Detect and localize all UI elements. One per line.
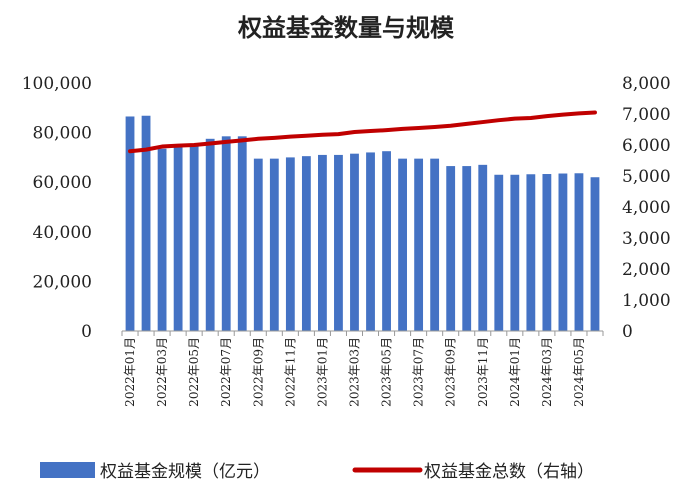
bar-series [125, 115, 600, 332]
right-y-tick-label: 7,000 [622, 105, 671, 125]
legend-bar-swatch [40, 462, 95, 478]
x-tick-label: 2022年07月 [219, 337, 233, 407]
right-y-tick-label: 8,000 [622, 74, 671, 94]
bar [318, 154, 327, 331]
right-y-tick-label: 6,000 [622, 136, 671, 156]
left-y-tick-label: 40,000 [33, 223, 92, 243]
x-tick-label: 2023年03月 [347, 337, 361, 407]
x-tick-label: 2023年01月 [315, 337, 329, 407]
bar [446, 166, 456, 331]
x-axis: 2022年01月 2022年03月 2022年05月 2022年07月 2022年09月… [121, 330, 604, 407]
right-y-tick-label: 0 [622, 322, 633, 342]
left-y-tick-label: 80,000 [33, 124, 92, 144]
left-y-axis: 0 20,000 40,000 60,000 80,000 100,000 [22, 74, 92, 342]
chart-title: 权益基金数量与规模 [237, 13, 455, 42]
bar [173, 146, 183, 331]
bar [382, 151, 391, 331]
line-series [128, 110, 597, 154]
series-line [128, 110, 597, 154]
x-tick-label: 2023年09月 [444, 337, 458, 407]
bar [478, 164, 488, 331]
x-tick-label: 2022年03月 [155, 337, 169, 407]
bar [221, 136, 231, 331]
x-tick-label: 2023年05月 [380, 337, 394, 407]
bar [526, 174, 536, 331]
bar [157, 148, 167, 331]
bar [237, 136, 247, 331]
right-y-tick-label: 4,000 [622, 198, 671, 218]
bar [125, 116, 135, 331]
x-tick-label: 2024年01月 [508, 337, 522, 407]
legend-line-label: 权益基金总数（右轴） [424, 462, 594, 482]
bar [366, 152, 375, 331]
left-y-tick-label: 20,000 [33, 272, 92, 292]
bar [301, 156, 311, 331]
x-tick-label: 2023年11月 [476, 337, 490, 407]
left-y-tick-label: 60,000 [33, 173, 92, 193]
right-y-tick-label: 3,000 [622, 229, 671, 249]
bar [414, 158, 424, 331]
bar [285, 157, 295, 331]
x-tick-label: 2022年05月 [187, 337, 201, 407]
bar [590, 177, 600, 331]
x-tick-label: 2022年11月 [283, 337, 297, 407]
x-tick-label: 2022年09月 [251, 337, 265, 407]
right-y-axis: 0 1,000 2,000 3,000 4,000 5,000 6,000 7,000 8,00… [622, 74, 671, 342]
bar [205, 138, 215, 331]
right-y-tick-label: 2,000 [622, 260, 671, 280]
bar [542, 174, 552, 331]
bar [269, 158, 279, 331]
bar [253, 158, 263, 331]
right-y-tick-label: 1,000 [622, 291, 671, 311]
bar [574, 173, 584, 331]
x-tick-label: 2023年07月 [412, 337, 426, 407]
legend-bar-label: 权益基金规模（亿元） [100, 462, 270, 482]
bar [558, 173, 568, 331]
x-tick-label: 2024年03月 [540, 337, 554, 407]
bar [189, 145, 199, 331]
legend: 权益基金规模（亿元） 权益基金总数（右轴） [40, 462, 594, 482]
right-y-tick-label: 5,000 [622, 167, 671, 187]
bar [141, 115, 151, 332]
bar [510, 174, 520, 331]
left-y-tick-label: 0 [81, 322, 92, 342]
bar [462, 166, 472, 331]
bar [398, 158, 407, 331]
left-y-tick-label: 100,000 [22, 74, 92, 94]
bar [334, 154, 343, 331]
x-tick-label: 2022年01月 [123, 337, 137, 407]
x-tick-label: 2024年05月 [572, 337, 586, 407]
bar [494, 174, 504, 331]
bar [430, 158, 440, 331]
bar [350, 153, 359, 331]
